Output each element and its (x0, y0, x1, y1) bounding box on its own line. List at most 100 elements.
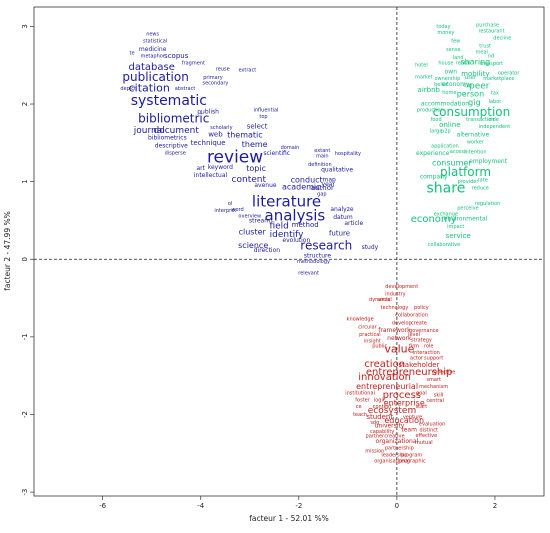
word-label-cluster-2: operator (498, 70, 520, 76)
word-label-cluster-3: public (372, 344, 387, 350)
word-label-cluster-2: house (438, 60, 453, 66)
word-label-cluster-3: evaluation (419, 421, 445, 427)
word-label-cluster-2: labor (489, 99, 503, 105)
word-label-cluster-3: network (387, 335, 412, 342)
word-label-cluster-1: main (316, 154, 329, 160)
word-label-cluster-1: interpret (214, 208, 236, 214)
word-label-cluster-1: hospitality (335, 151, 361, 157)
word-label-cluster-2: nd (488, 53, 494, 59)
word-label-cluster-3: mutual (415, 440, 433, 446)
word-label-cluster-1: definition (308, 162, 332, 168)
word-label-cluster-2: application (431, 143, 459, 149)
word-label-cluster-2: money (437, 30, 454, 36)
word-label-cluster-1: primary (203, 75, 223, 81)
word-label-cluster-2: meal (476, 50, 488, 56)
word-label-cluster-3: support (424, 355, 443, 361)
word-label-cluster-2: intention (464, 150, 486, 156)
word-label-cluster-1: qualitative (321, 167, 353, 174)
word-label-cluster-2: independent (479, 124, 511, 130)
word-label-cluster-1: scientific (263, 150, 290, 157)
word-label-cluster-1: overview (238, 213, 261, 219)
word-label-cluster-2: provider (458, 179, 480, 185)
word-label-cluster-3: partner (366, 434, 385, 440)
x-axis-ticks: -6 -4 -2 0 2 (99, 496, 497, 510)
word-label-cluster-3: mechanism (419, 384, 448, 390)
word-label-cluster-3: effective (415, 433, 437, 439)
word-label-cluster-2: belief (434, 82, 448, 88)
word-label-cluster-2: online (439, 121, 460, 129)
word-label-cluster-3: policy (414, 305, 429, 311)
word-label-cluster-1: document (154, 126, 200, 136)
word-label-cluster-1: relevant (298, 271, 319, 277)
word-label-cluster-1: bibliometrics (148, 135, 187, 142)
word-label-cluster-2: worker (467, 140, 485, 146)
word-label-cluster-2: large (430, 129, 443, 135)
x-tick-label: 2 (493, 502, 497, 510)
word-label-cluster-2: food (431, 117, 442, 123)
x-tick-label: 0 (395, 502, 399, 510)
word-label-cluster-1: publication (122, 70, 188, 84)
word-label-cluster-1: map (323, 177, 337, 184)
word-label-cluster-1: content (232, 175, 267, 185)
word-label-cluster-3: process (383, 390, 421, 401)
word-label-cluster-3: framework (378, 327, 411, 334)
word-label-cluster-1: journal (133, 126, 165, 136)
word-label-cluster-1: fragment (182, 60, 205, 66)
word-label-cluster-1: structure (304, 253, 332, 260)
word-label-cluster-1: literature (252, 192, 321, 210)
word-label-cluster-1: methodology (297, 259, 330, 265)
word-label-cluster-3: venture (403, 414, 422, 420)
word-label-cluster-3: strategy (411, 337, 432, 343)
word-label-cluster-2: tax (491, 91, 499, 97)
word-label-cluster-3: dynamic (369, 297, 391, 303)
word-label-cluster-3: central (426, 398, 443, 404)
word-label-cluster-1: direction (254, 247, 280, 254)
word-label-cluster-3: stakeholder (398, 361, 439, 369)
word-label-cluster-3: organizational (376, 438, 419, 445)
word-label-cluster-3: innovation (358, 372, 411, 383)
y-tick-label: 0 (21, 257, 29, 261)
word-label-cluster-2: own (445, 69, 458, 76)
word-label-cluster-2: trust (479, 43, 491, 49)
word-label-cluster-3: enterprise (384, 398, 425, 407)
word-label-cluster-3: partnership (385, 445, 414, 451)
word-label-cluster-2: car (463, 82, 473, 89)
word-label-cluster-2: ride (489, 117, 499, 123)
word-label-cluster-3: development (385, 284, 418, 290)
word-label-cluster-2: employment (469, 158, 508, 165)
word-label-cluster-2: restaurant (478, 29, 504, 35)
word-label-cluster-1: systematic (131, 93, 207, 109)
y-tick-label: -3 (21, 489, 29, 496)
word-label-cluster-1: thematic (227, 131, 263, 140)
word-label-cluster-1: ol (228, 201, 232, 207)
word-label-cluster-3: goal (416, 390, 427, 396)
word-label-cluster-2: user (465, 75, 477, 81)
word-label-cluster-1: research (300, 239, 352, 253)
word-label-cluster-1: scholarly (210, 125, 232, 131)
word-label-cluster-2: mobility (461, 70, 489, 78)
word-label-cluster-3: ecosystem (368, 406, 417, 416)
word-label-cluster-2: decline (493, 36, 511, 42)
word-label-cluster-1: word (231, 207, 243, 213)
word-label-cluster-2: economy (442, 81, 470, 88)
word-label-cluster-2: rate (478, 178, 488, 184)
word-label-cluster-2: platform (440, 165, 491, 179)
word-label-cluster-3: insight (364, 338, 381, 344)
word-label-cluster-3: create (411, 320, 427, 326)
word-label-cluster-3: teach (353, 412, 367, 418)
word-label-cluster-2: market (415, 74, 433, 80)
word-label-cluster-3: role (424, 344, 433, 350)
word-label-cluster-3: actor (410, 355, 424, 361)
word-label-cluster-2: exchange (434, 212, 458, 218)
word-label-cluster-3: geographic (398, 459, 426, 465)
word-label-cluster-3: governance (409, 328, 438, 334)
word-label-cluster-3: social (377, 297, 391, 303)
word-label-cluster-1: database (129, 62, 175, 73)
word-label-cluster-1: conduct (291, 176, 323, 185)
word-label-cluster-1: news (146, 32, 159, 38)
word-label-cluster-3: leadership (381, 452, 407, 458)
word-label-cluster-3: collaboration (395, 313, 428, 319)
